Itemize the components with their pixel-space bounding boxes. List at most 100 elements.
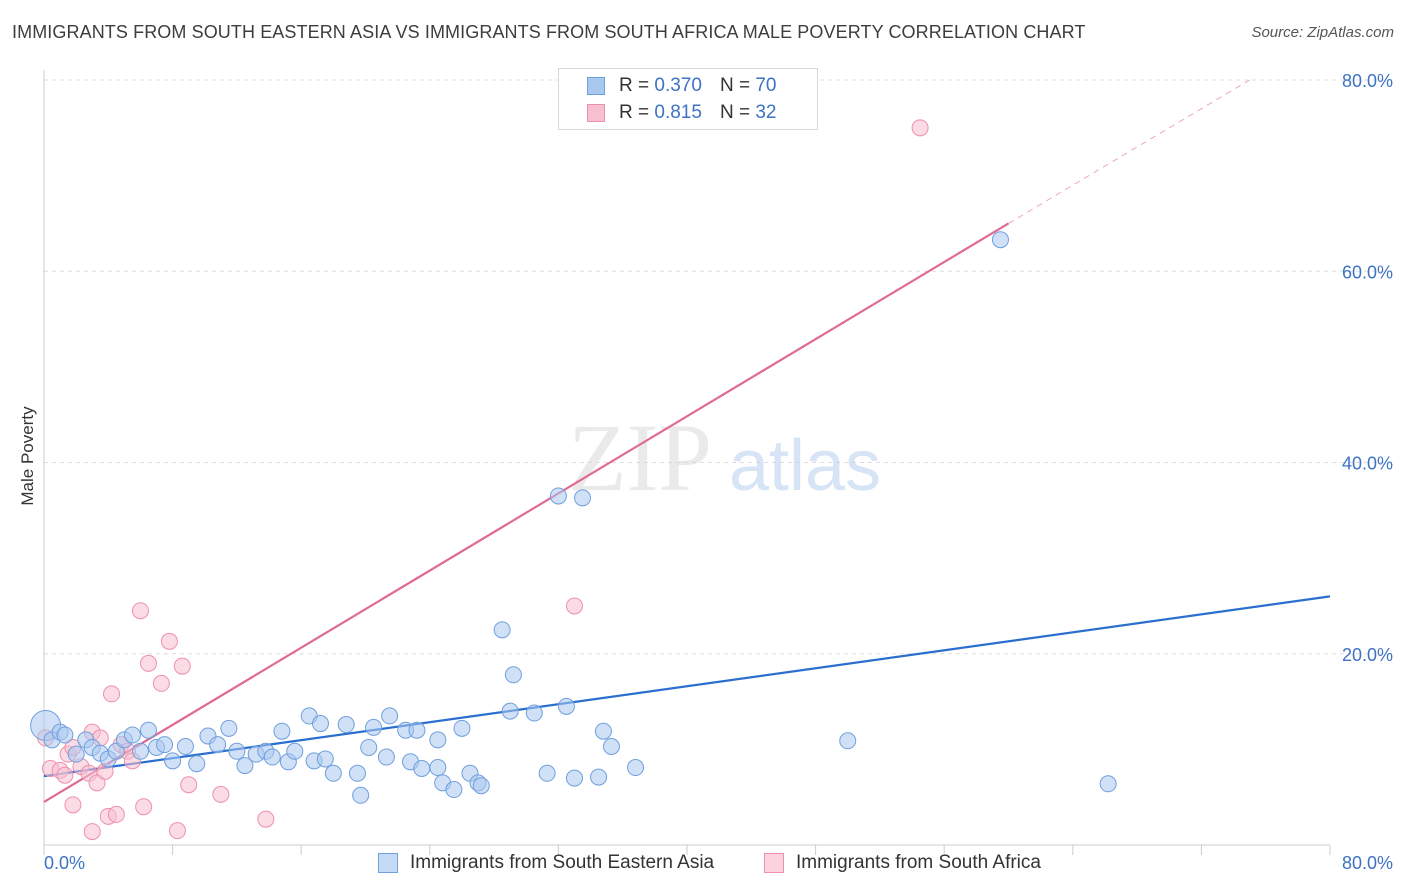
blue-point <box>627 759 645 777</box>
pink-point <box>103 685 121 703</box>
blue-point <box>360 738 378 756</box>
blue-point <box>377 748 395 766</box>
grid-lines <box>44 79 1392 655</box>
blue-point <box>263 748 281 766</box>
legend-row-blue: R = 0.370 N = 70 <box>587 75 776 97</box>
blue-point <box>176 738 194 756</box>
blue-point <box>525 704 543 722</box>
series-legend: Immigrants from South Eastern Asia Immig… <box>0 852 1406 876</box>
blue-point <box>348 764 366 782</box>
blue-point <box>574 489 592 507</box>
blue-point <box>590 768 608 786</box>
blue-point <box>236 757 254 775</box>
pink-point <box>64 796 82 814</box>
pink-trend-extension <box>1008 79 1250 224</box>
blue-point <box>504 666 522 684</box>
data-points <box>30 119 1117 841</box>
blue-point <box>381 707 399 725</box>
y-tick-label: 20.0% <box>1342 645 1393 665</box>
blue-point <box>429 731 447 749</box>
blue-point <box>352 786 370 804</box>
blue-point <box>472 777 490 795</box>
pink-point <box>212 785 230 803</box>
blue-point <box>429 759 447 777</box>
blue-point <box>408 721 426 739</box>
blue-point <box>324 764 342 782</box>
blue-point <box>565 769 583 787</box>
blue-point <box>188 755 206 773</box>
pink-point <box>257 810 275 828</box>
blue-point <box>139 721 157 739</box>
pink-point <box>168 822 186 840</box>
correlation-legend: R = 0.370 N = 70 R = 0.815 N = 32 <box>558 68 818 130</box>
blue-point <box>445 781 463 799</box>
watermark: ZIP atlas <box>568 404 881 511</box>
pink-point <box>107 805 125 823</box>
pink-point <box>180 776 198 794</box>
y-tick-label: 40.0% <box>1342 454 1393 474</box>
blue-point <box>131 742 149 760</box>
watermark-zip: ZIP <box>568 404 712 511</box>
y-axis-label: Male Poverty <box>18 406 37 506</box>
blue-point <box>453 719 471 737</box>
blue-point <box>209 736 227 754</box>
n-value: 32 <box>755 102 777 123</box>
chart-title: IMMIGRANTS FROM SOUTH EASTERN ASIA VS IM… <box>12 22 1086 42</box>
pink-trend-line <box>43 222 1010 803</box>
x-tick-label: 0.0% <box>44 853 85 873</box>
r-value: 0.370 <box>654 75 702 96</box>
blue-point <box>156 736 174 754</box>
tick-labels: 20.0% 40.0% 60.0% 80.0% 0.0% 80.0% <box>44 71 1393 873</box>
x-tick-label: 80.0% <box>1342 853 1393 873</box>
pink-swatch <box>764 853 784 873</box>
pink-point <box>152 674 170 692</box>
blue-point <box>67 745 85 763</box>
pink-swatch <box>587 104 605 122</box>
y-tick-label: 80.0% <box>1342 71 1393 91</box>
blue-point <box>501 702 519 720</box>
pink-point <box>131 602 149 620</box>
blue-point <box>602 738 620 756</box>
legend-label: Immigrants from South Africa <box>796 852 1041 873</box>
pink-point <box>83 823 101 841</box>
blue-point <box>56 726 74 744</box>
legend-item-south-eastern-asia: Immigrants from South Eastern Asia <box>378 852 714 874</box>
blue-point <box>1099 775 1117 793</box>
blue-point <box>286 742 304 760</box>
pink-point <box>139 654 157 672</box>
blue-point <box>164 752 182 770</box>
blue-point <box>337 716 355 734</box>
blue-point <box>228 742 246 760</box>
r-label: R = <box>619 102 650 123</box>
pink-point <box>160 632 178 650</box>
blue-point <box>538 764 556 782</box>
blue-point <box>273 722 291 740</box>
blue-swatch <box>378 853 398 873</box>
n-value: 70 <box>755 75 777 96</box>
blue-point <box>557 697 575 715</box>
pink-point <box>911 119 929 137</box>
pink-point <box>565 597 583 615</box>
legend-row-pink: R = 0.815 N = 32 <box>587 102 776 124</box>
blue-swatch <box>587 77 605 95</box>
blue-point <box>493 621 511 639</box>
r-label: R = <box>619 75 650 96</box>
blue-point <box>123 726 141 744</box>
blue-point <box>991 231 1009 249</box>
blue-point <box>311 715 329 733</box>
legend-label: Immigrants from South Eastern Asia <box>410 852 715 873</box>
n-label: N = <box>719 102 751 123</box>
blue-point <box>413 760 431 777</box>
blue-point <box>839 732 857 750</box>
y-tick-label: 60.0% <box>1342 262 1393 282</box>
watermark-atlas: atlas <box>729 426 881 506</box>
r-value: 0.815 <box>654 102 702 123</box>
blue-point <box>220 719 238 737</box>
blue-point <box>549 487 567 505</box>
pink-point <box>56 766 74 784</box>
pink-point <box>173 657 191 675</box>
legend-item-south-africa: Immigrants from South Africa <box>764 852 1041 874</box>
source-label: Source: ZipAtlas.com <box>1251 24 1394 41</box>
n-label: N = <box>719 75 751 96</box>
